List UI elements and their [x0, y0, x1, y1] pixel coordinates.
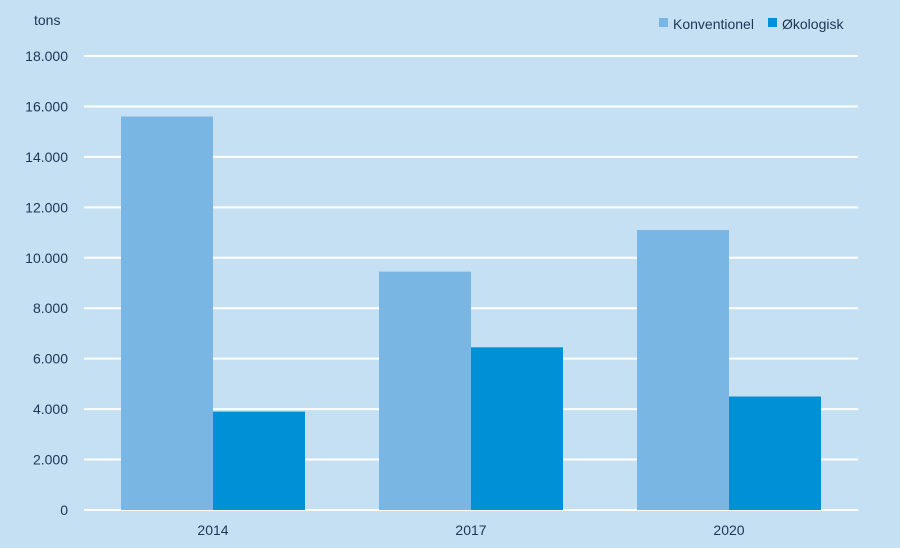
y-tick-label: 6.000 — [33, 351, 68, 367]
bar-kologisk-2020 — [729, 396, 821, 510]
x-tick-label: 2014 — [197, 522, 228, 538]
y-tick-label: 14.000 — [25, 149, 68, 165]
legend: Konventionel Økologisk — [659, 16, 844, 32]
legend-label-konventionel: Konventionel — [673, 16, 754, 32]
y-tick-label: 4.000 — [33, 401, 68, 417]
x-axis-ticks: 2014 2017 2020 — [197, 522, 744, 538]
legend-swatch-konventionel — [659, 18, 668, 27]
bars — [121, 116, 821, 511]
y-tick-label: 18.000 — [25, 48, 68, 64]
y-tick-label: 8.000 — [33, 300, 68, 316]
bar-kologisk-2017 — [471, 347, 563, 510]
legend-label-okologisk: Økologisk — [782, 16, 844, 32]
y-tick-label: 12.000 — [25, 199, 68, 215]
bar-konventionel-2020 — [637, 230, 729, 511]
y-tick-label: 0 — [60, 502, 68, 518]
legend-swatch-okologisk — [768, 18, 777, 27]
y-tick-label: 16.000 — [25, 98, 68, 114]
bar-konventionel-2017 — [379, 271, 471, 510]
x-tick-label: 2017 — [455, 522, 486, 538]
x-tick-label: 2020 — [713, 522, 744, 538]
y-axis-unit-label: tons — [34, 12, 60, 28]
bar-konventionel-2014 — [121, 116, 213, 511]
y-tick-label: 2.000 — [33, 452, 68, 468]
y-axis-ticks: 0 2.000 4.000 6.000 8.000 10.000 12.000 14.000 1… — [25, 48, 68, 518]
bar-kologisk-2014 — [213, 411, 305, 510]
y-tick-label: 10.000 — [25, 250, 68, 266]
